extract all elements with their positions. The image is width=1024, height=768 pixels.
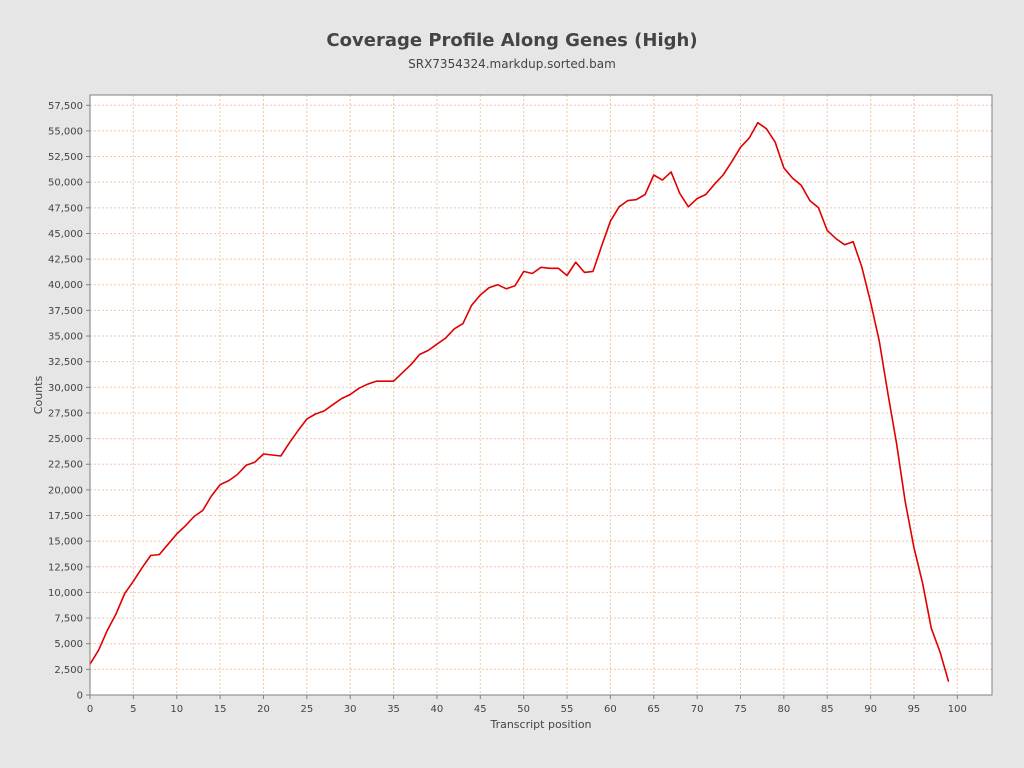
x-tick-label: 25 — [300, 704, 313, 715]
y-tick-label: 15,000 — [48, 537, 83, 548]
y-tick-label: 25,000 — [48, 434, 83, 445]
y-tick-label: 0 — [77, 691, 83, 702]
axes: 0 5 10 15 20 25 30 35 40 45 50 55 60 65 70 75 80 85 90 95 10… — [48, 101, 967, 715]
x-tick-label: 40 — [431, 704, 444, 715]
x-axis-label: Transcript position — [489, 718, 591, 731]
y-tick-label: 52,500 — [48, 152, 83, 163]
y-tick-label: 17,500 — [48, 511, 83, 522]
y-tick-label: 37,500 — [48, 306, 83, 317]
y-tick-label: 5,000 — [54, 639, 83, 650]
y-axis-label: Counts — [32, 376, 45, 415]
x-tick-label: 100 — [948, 704, 967, 715]
x-tick-label: 70 — [691, 704, 704, 715]
x-tick-label: 55 — [561, 704, 574, 715]
y-tick-label: 2,500 — [54, 665, 83, 676]
chart-subtitle: SRX7354324.markdup.sorted.bam — [408, 57, 616, 71]
x-tick-label: 10 — [170, 704, 183, 715]
y-tick-label: 7,500 — [54, 614, 83, 625]
x-tick-label: 90 — [864, 704, 877, 715]
y-tick-label: 22,500 — [48, 460, 83, 471]
x-tick-label: 85 — [821, 704, 834, 715]
grid — [89, 95, 992, 695]
x-tick-label: 45 — [474, 704, 487, 715]
y-tick-label: 12,500 — [48, 562, 83, 573]
x-tick-label: 95 — [908, 704, 921, 715]
x-tick-label: 60 — [604, 704, 617, 715]
x-tick-label: 0 — [87, 704, 93, 715]
data-layer — [89, 121, 950, 682]
y-tick-label: 57,500 — [48, 101, 83, 112]
y-tick-label: 42,500 — [48, 255, 83, 266]
x-tick-label: 65 — [647, 704, 660, 715]
y-tick-label: 35,000 — [48, 332, 83, 343]
x-tick-label: 20 — [257, 704, 270, 715]
y-tick-label: 27,500 — [48, 408, 83, 419]
y-tick-label: 32,500 — [48, 357, 83, 368]
x-tick-label: 15 — [214, 704, 227, 715]
y-tick-label: 10,000 — [48, 588, 83, 599]
x-tick-label: 5 — [130, 704, 136, 715]
y-tick-label: 47,500 — [48, 203, 83, 214]
x-tick-label: 30 — [344, 704, 357, 715]
x-tick-label: 75 — [734, 704, 747, 715]
x-tick-label: 80 — [777, 704, 790, 715]
y-tick-label: 40,000 — [48, 280, 83, 291]
x-tick-label: 35 — [387, 704, 400, 715]
plot-frame — [89, 94, 993, 696]
y-tick-label: 55,000 — [48, 126, 83, 137]
y-tick-label: 50,000 — [48, 178, 83, 189]
y-tick-label: 30,000 — [48, 383, 83, 394]
chart-title: Coverage Profile Along Genes (High) — [326, 30, 698, 51]
series-line — [89, 121, 950, 682]
plot-area — [90, 95, 992, 695]
y-tick-label: 45,000 — [48, 229, 83, 240]
y-tick-label: 20,000 — [48, 485, 83, 496]
x-tick-label: 50 — [517, 704, 530, 715]
